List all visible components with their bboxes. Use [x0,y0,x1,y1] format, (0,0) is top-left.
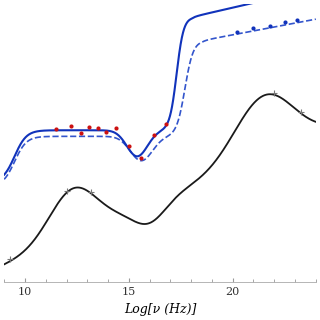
Point [139,155,144,160]
Point [95,125,100,130]
Point [282,19,287,24]
Point [89,189,94,195]
Point [78,130,84,135]
Point [68,123,73,128]
Point [8,257,13,262]
Point [299,109,304,115]
X-axis label: Log[ν (Hz)]: Log[ν (Hz)] [124,303,196,316]
Point [114,126,119,131]
Point [241,0,246,4]
Point [268,23,273,28]
Point [64,188,69,194]
Point [255,0,260,1]
Point [234,30,239,35]
Point [164,122,169,127]
Point [295,18,300,23]
Point [251,26,256,31]
Point [151,133,156,138]
Point [53,126,59,131]
Point [272,91,277,96]
Point [103,130,108,135]
Point [87,124,92,129]
Point [126,144,132,149]
